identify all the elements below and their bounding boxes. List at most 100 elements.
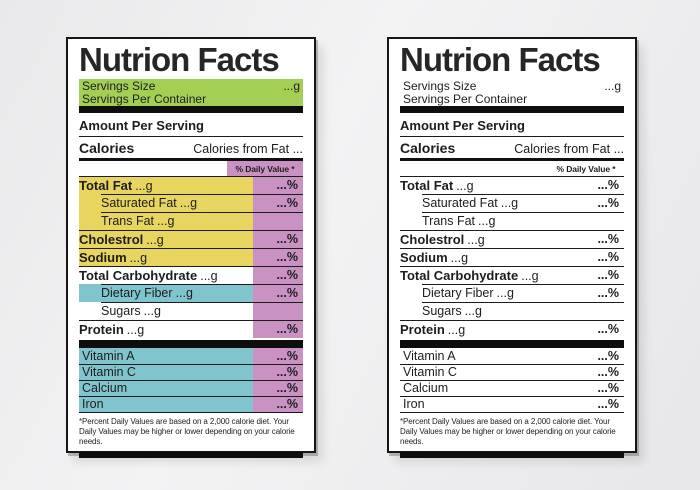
daily-value-cell: ...% (597, 250, 619, 264)
daily-value-cell: ...% (253, 396, 303, 412)
nutrient-row-cholestrol: Cholestrol ...g...% (400, 230, 624, 248)
daily-value-cell (574, 302, 624, 320)
calories-from-fat-label: Calories from Fat ... (193, 142, 303, 156)
calories-row: Calories Calories from Fat ... (79, 137, 303, 161)
vitamin-name: Vitamin A (403, 349, 456, 363)
vitamin-rows: Vitamin A...% Vitamin C...% Calcium...% Iro… (79, 348, 303, 413)
servings-band: Servings Size ...g Servings Per Containe… (400, 79, 624, 106)
nutrition-label-colored: Nutrion Facts Servings Size ...g Serving… (66, 37, 316, 458)
nutrient-rows: Total Fat ...g...% Saturated Fat ...g...% Tr… (400, 176, 624, 338)
calories-from-fat-label: Calories from Fat ... (514, 142, 624, 156)
vitamin-row-calcium: Calcium...% (79, 380, 303, 396)
daily-value-cell: ...% (597, 381, 619, 395)
vitamin-row-vitamin-a: Vitamin A...% (79, 348, 303, 364)
vitamin-row-calcium: Calcium...% (400, 380, 624, 396)
nutrient-name: Sugars (422, 304, 462, 318)
daily-value-cell (253, 302, 303, 320)
daily-value-cell: ...% (597, 178, 619, 192)
nutrient-name: Dietary Fiber (422, 286, 494, 300)
nutrient-amount: ...g (496, 286, 514, 300)
daily-value-cell: ...% (253, 266, 303, 284)
daily-value-cell: ...% (597, 286, 619, 300)
nutrient-row-protein: Protein ...g...% (79, 320, 303, 338)
nutrient-row-sodium: Sodium ...g...% (79, 248, 303, 266)
nutrient-row-total-fat: Total Fat ...g...% (400, 176, 624, 194)
vitamin-row-vitamin-c: Vitamin C...% (400, 364, 624, 380)
daily-value-cell: ...% (253, 176, 303, 194)
daily-value-cell: ...% (597, 322, 619, 336)
daily-value-cell: ...% (253, 248, 303, 266)
daily-value-cell: ...% (597, 397, 619, 411)
nutrient-rows: Total Fat ...g...% Saturated Fat ...g...% Tr… (79, 176, 303, 338)
daily-value-header-box: % Daily Value * (556, 164, 616, 174)
servings-band: Servings Size ...g Servings Per Containe… (79, 79, 303, 106)
nutrient-name: Saturated Fat (422, 196, 498, 210)
nutrient-row-dietary-fiber: Dietary Fiber ...g...% (79, 284, 303, 302)
vitamin-rows: Vitamin A...% Vitamin C...% Calcium...% Iro… (400, 348, 624, 413)
nutrient-amount: ...g (146, 232, 164, 247)
label-title: Nutrion Facts (79, 41, 280, 78)
nutrient-amount: ...g (450, 250, 469, 265)
nutrition-label-plain: Nutrion Facts Servings Size ...g Serving… (387, 37, 637, 458)
servings-per-container-label: Servings Per Container (82, 92, 207, 106)
label-title: Nutrion Facts (400, 41, 601, 78)
servings-size-label: Servings Size (403, 79, 477, 93)
vitamin-name: Iron (403, 397, 425, 411)
daily-value-cell: ...% (253, 320, 303, 338)
footnote-text: *Percent Daily Values are based on a 2,0… (79, 417, 295, 446)
daily-value-cell: ...% (253, 230, 303, 248)
calories-label: Calories (400, 140, 456, 156)
nutrient-row-total-carbohydrate: Total Carbohydrate ...g...% (400, 266, 624, 284)
nutrient-row-sugars: Sugars ...g (79, 302, 303, 320)
nutrient-row-protein: Protein ...g...% (400, 320, 624, 338)
nutrient-name: Protein (400, 321, 445, 337)
daily-value-cell: ...% (597, 268, 619, 282)
nutrient-name: Saturated Fat (101, 196, 177, 210)
nutrient-name: Total Fat (79, 177, 133, 193)
servings-per-container-label: Servings Per Container (403, 92, 528, 106)
nutrient-name: Cholestrol (79, 231, 144, 247)
calories-row: Calories Calories from Fat ... (400, 137, 624, 161)
servings-size-label: Servings Size (82, 79, 156, 93)
nutrient-name: Total Fat (400, 177, 454, 193)
nutrient-amount: ...g (179, 196, 198, 210)
nutrient-row-saturated-fat: Saturated Fat ...g...% (79, 194, 303, 212)
divider-bar (400, 106, 624, 113)
nutrient-name: Protein (79, 321, 124, 337)
nutrient-row-cholestrol: Cholestrol ...g...% (79, 230, 303, 248)
divider-bar (79, 106, 303, 113)
nutrient-row-trans-fat: Trans Fat ...g (400, 212, 624, 230)
daily-value-cell: ...% (253, 364, 303, 380)
nutrient-name: Cholestrol (400, 231, 465, 247)
servings-size-value: ...g (283, 79, 300, 93)
amount-per-serving-heading: Amount Per Serving (400, 113, 624, 137)
servings-size-value: ...g (604, 79, 621, 93)
daily-value-cell: ...% (253, 194, 303, 212)
nutrient-row-trans-fat: Trans Fat ...g (79, 212, 303, 230)
daily-value-cell: ...% (253, 284, 303, 302)
nutrient-row-total-fat: Total Fat ...g...% (79, 176, 303, 194)
nutrient-amount: ...g (129, 250, 148, 265)
nutrient-amount: ...g (456, 178, 474, 193)
daily-value-header: % Daily Value * (400, 161, 624, 176)
nutrient-amount: ...g (447, 322, 466, 337)
nutrient-name: Total Carbohydrate (79, 267, 198, 283)
divider-bar (79, 340, 303, 348)
vitamin-name: Vitamin A (82, 349, 135, 363)
nutrient-amount: ...g (521, 268, 539, 283)
nutrient-name: Sodium (400, 249, 448, 265)
nutrient-row-total-carbohydrate: Total Carbohydrate ...g...% (79, 266, 303, 284)
nutrient-name: Total Carbohydrate (400, 267, 519, 283)
vitamin-name: Calcium (403, 381, 449, 395)
nutrient-name: Sodium (79, 249, 127, 265)
nutrient-amount: ...g (500, 196, 519, 210)
vitamin-name: Vitamin C (82, 365, 136, 379)
nutrient-amount: ...g (126, 322, 145, 337)
daily-value-header-box: % Daily Value * (227, 161, 303, 176)
nutrient-amount: ...g (464, 304, 482, 318)
vitamin-name: Calcium (82, 381, 128, 395)
daily-value-cell (253, 212, 303, 230)
bottom-bar (400, 452, 624, 458)
nutrient-amount: ...g (135, 178, 153, 193)
amount-per-serving-heading: Amount Per Serving (79, 113, 303, 137)
